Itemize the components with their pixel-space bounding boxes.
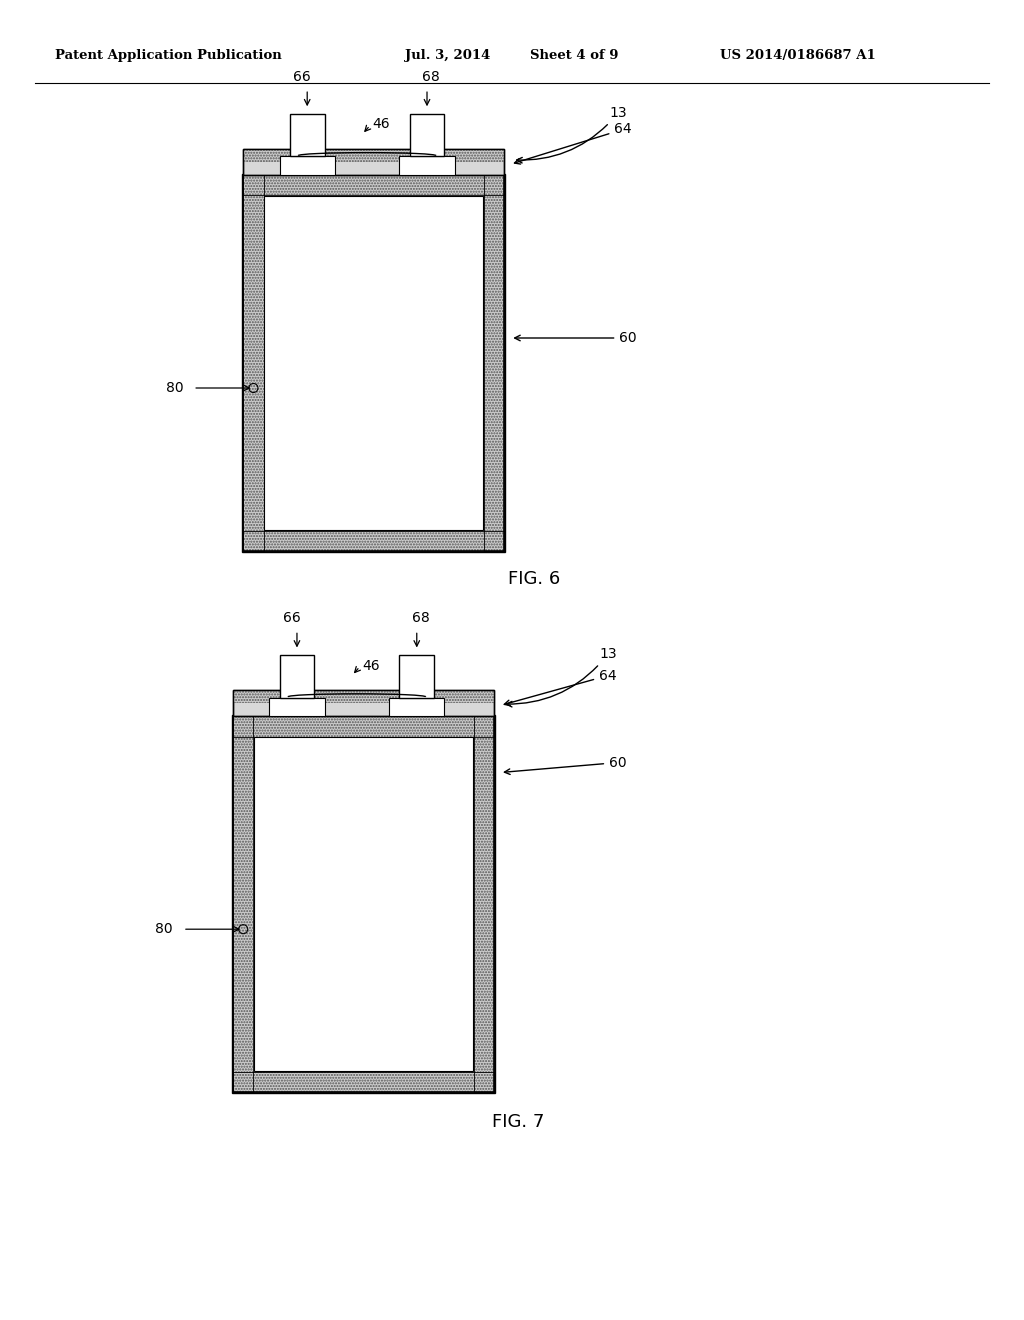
Text: Sheet 4 of 9: Sheet 4 of 9 (530, 49, 618, 62)
Bar (232, 689, 494, 715)
Bar (399, 656, 434, 697)
Text: 13: 13 (517, 106, 627, 162)
Text: 60: 60 (505, 755, 627, 775)
Text: 68: 68 (412, 611, 430, 626)
Bar (244, 176, 505, 552)
Text: FIG. 7: FIG. 7 (493, 1113, 545, 1131)
Bar (244, 176, 264, 552)
Bar (254, 737, 473, 1072)
Bar (232, 715, 495, 1093)
Bar (232, 715, 494, 737)
Text: Patent Application Publication: Patent Application Publication (55, 49, 282, 62)
Bar (244, 149, 505, 176)
Bar (484, 176, 505, 552)
Bar (244, 176, 505, 195)
Text: 46: 46 (361, 659, 380, 673)
Bar (244, 531, 505, 552)
Bar (232, 1072, 494, 1093)
Text: 60: 60 (515, 331, 637, 345)
Text: 80: 80 (166, 381, 183, 395)
Bar (232, 715, 494, 1093)
Text: 13: 13 (507, 647, 616, 708)
Bar (280, 157, 335, 176)
Bar (484, 176, 505, 552)
Bar (244, 531, 505, 552)
Text: Jul. 3, 2014: Jul. 3, 2014 (406, 49, 490, 62)
Text: 82: 82 (271, 792, 289, 807)
Bar (269, 697, 325, 715)
Text: 66: 66 (293, 70, 311, 84)
Text: 80: 80 (156, 923, 173, 936)
Bar (244, 149, 505, 162)
Bar (232, 715, 254, 1093)
Bar (399, 157, 455, 176)
Bar (232, 689, 494, 715)
Text: 64: 64 (504, 668, 616, 706)
Bar (244, 176, 264, 552)
Text: FIG. 6: FIG. 6 (508, 570, 560, 589)
Text: US 2014/0186687 A1: US 2014/0186687 A1 (720, 49, 876, 62)
Bar (243, 174, 505, 552)
Bar (232, 715, 494, 737)
Bar (280, 656, 314, 697)
Text: 46: 46 (372, 117, 390, 132)
Bar (389, 697, 444, 715)
Text: 66: 66 (283, 611, 301, 626)
Bar (264, 195, 483, 531)
Bar (410, 115, 444, 157)
Bar (232, 1072, 494, 1093)
Bar (244, 149, 505, 176)
Bar (232, 715, 254, 1093)
Bar (232, 690, 494, 704)
Bar (473, 715, 494, 1093)
Bar (290, 115, 325, 157)
Text: 76: 76 (459, 917, 476, 931)
Text: 82: 82 (282, 251, 299, 265)
Text: 68: 68 (422, 70, 440, 84)
Bar (244, 176, 505, 195)
Text: 64: 64 (514, 123, 632, 164)
Bar (473, 715, 494, 1093)
